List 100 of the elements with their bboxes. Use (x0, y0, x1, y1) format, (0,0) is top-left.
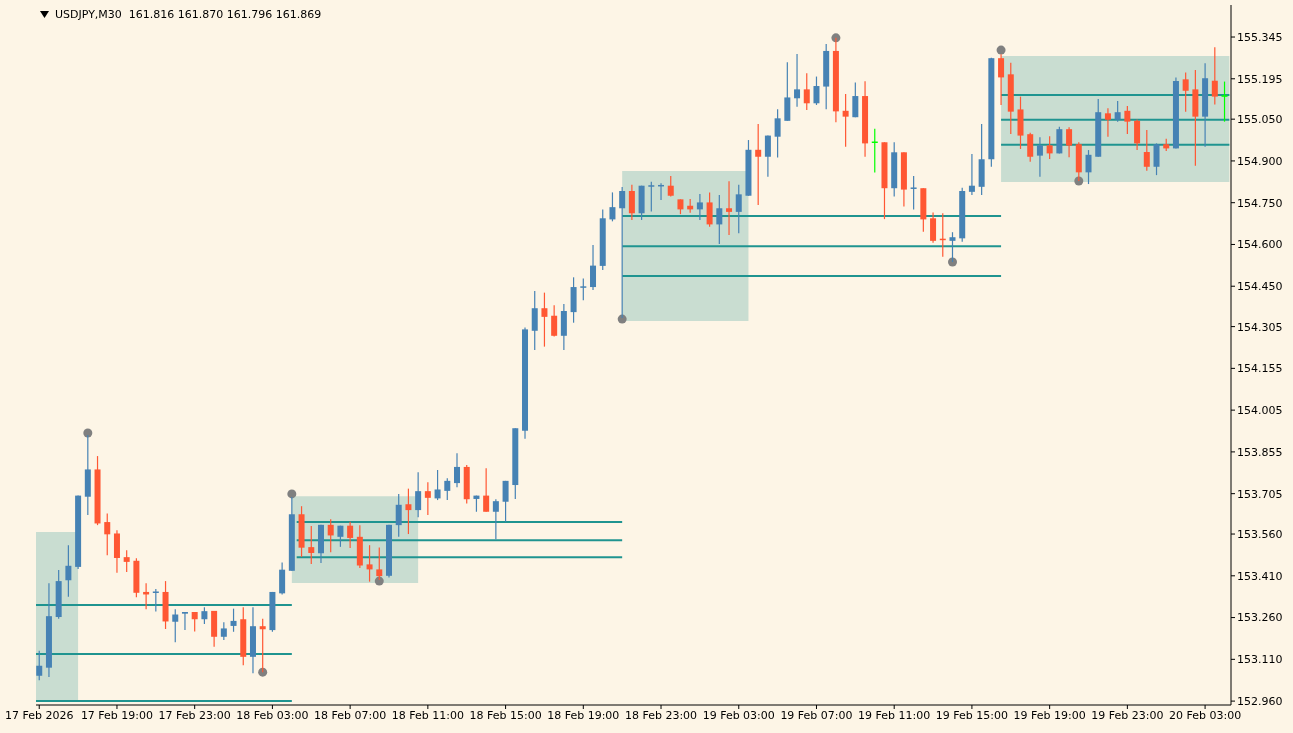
candlestick (483, 467, 490, 513)
x-tick-label: 19 Feb 23:00 (1091, 708, 1164, 722)
y-tick-label: 155.345 (1237, 30, 1283, 44)
candlestick (191, 611, 198, 633)
candlestick (755, 123, 762, 206)
candlestick (1182, 71, 1189, 113)
candlestick (308, 525, 315, 565)
candlestick (1211, 46, 1218, 105)
candlestick (424, 481, 431, 516)
x-tick-label: 19 Feb 07:00 (780, 708, 853, 722)
candlestick (1153, 142, 1160, 176)
y-tick-label: 154.305 (1237, 320, 1283, 334)
candlestick (279, 561, 286, 596)
candlestick (930, 211, 937, 244)
candlestick (454, 452, 460, 488)
point (617, 314, 627, 324)
y-tick-label: 153.855 (1237, 445, 1283, 459)
y-tick-label: 153.705 (1237, 487, 1283, 501)
candlestick (647, 181, 656, 213)
x-tick-label: 19 Feb 19:00 (1013, 708, 1086, 722)
y-tick-label: 154.900 (1237, 154, 1283, 168)
x-tick-label: 18 Feb 03:00 (236, 708, 309, 722)
candlestick (696, 193, 703, 221)
x-tick-label: 17 Feb 19:00 (80, 708, 154, 722)
point (374, 576, 384, 586)
x-tick-label: 19 Feb 11:00 (858, 708, 931, 722)
candlestick (415, 471, 422, 518)
candlestick (764, 134, 771, 178)
x-tick-label: 17 Feb 23:00 (158, 708, 231, 722)
candlestick (492, 498, 499, 540)
candlestick (803, 72, 810, 111)
y-tick-label: 153.110 (1237, 653, 1283, 667)
candlestick (444, 477, 451, 501)
candlestick (667, 175, 674, 198)
candlestick (609, 191, 616, 222)
candlestick (172, 608, 179, 643)
candlestick (1066, 126, 1073, 158)
y-tick-label: 154.600 (1237, 238, 1283, 252)
candlestick (735, 184, 742, 234)
y-tick-label: 154.155 (1237, 362, 1283, 376)
candlestick (1134, 118, 1141, 151)
candlestick (774, 108, 781, 159)
candlestick (1046, 135, 1053, 160)
candlestick (551, 304, 558, 338)
candlestick (1036, 136, 1043, 178)
x-tick-label: 18 Feb 23:00 (624, 708, 698, 722)
candlestick (909, 175, 918, 210)
candlestick (152, 588, 160, 613)
candlestick (1104, 107, 1111, 138)
candlestick (706, 191, 713, 228)
x-tick-label: 20 Feb 03:00 (1169, 708, 1242, 722)
y-tick-label: 154.450 (1237, 280, 1283, 294)
candlestick (794, 53, 801, 108)
x-tick-label: 19 Feb 03:00 (702, 708, 775, 722)
point (287, 489, 297, 499)
candlestick (716, 194, 723, 245)
candlestick (405, 488, 412, 535)
chart-title: USDJPY,M30 161.816 161.870 161.796 161.869 (55, 8, 322, 21)
candlestick (434, 469, 441, 501)
candlestick (813, 75, 820, 106)
candlestick (395, 493, 402, 538)
candlestick (628, 184, 635, 221)
candlestick (230, 608, 237, 633)
x-tick-label: 18 Feb 15:00 (469, 708, 542, 722)
candlestick (784, 61, 791, 122)
candlestick (366, 544, 373, 583)
x-tick-label: 18 Feb 07:00 (314, 708, 387, 722)
candlestick (590, 244, 597, 291)
candlestick (327, 518, 334, 553)
x-tick-label: 18 Feb 11:00 (391, 708, 464, 722)
x-tick-label: 18 Feb 19:00 (547, 708, 620, 722)
candlestick (579, 277, 588, 301)
x-tick-label: 17 Feb 2026 (5, 708, 74, 722)
point (996, 45, 1006, 55)
y-tick-label: 153.260 (1237, 611, 1283, 625)
candlestick (181, 611, 188, 631)
y-tick-label: 152.960 (1237, 695, 1283, 709)
y-tick-label: 154.750 (1237, 196, 1283, 210)
candlestick (1027, 132, 1034, 163)
y-tick-label: 153.410 (1237, 569, 1283, 583)
candlestick (541, 292, 548, 348)
candlestick (1124, 105, 1131, 135)
x-tick-label: 19 Feb 15:00 (935, 708, 1009, 722)
y-tick-label: 153.560 (1237, 527, 1283, 541)
candlestick (726, 180, 733, 236)
y-tick-label: 155.050 (1237, 113, 1283, 127)
candlestick (123, 549, 130, 573)
candlestick (36, 650, 43, 681)
point (258, 667, 268, 677)
y-tick-label: 154.005 (1237, 404, 1283, 418)
candlestick (852, 81, 859, 118)
candlestick (502, 480, 509, 523)
y-tick-label: 155.195 (1237, 72, 1283, 86)
candlestick (842, 93, 849, 148)
point (83, 428, 93, 438)
candlestick (104, 512, 111, 556)
candlestick (1220, 80, 1229, 123)
candlestick (347, 521, 354, 549)
candlestick (1085, 149, 1092, 185)
candlestick (968, 153, 975, 196)
